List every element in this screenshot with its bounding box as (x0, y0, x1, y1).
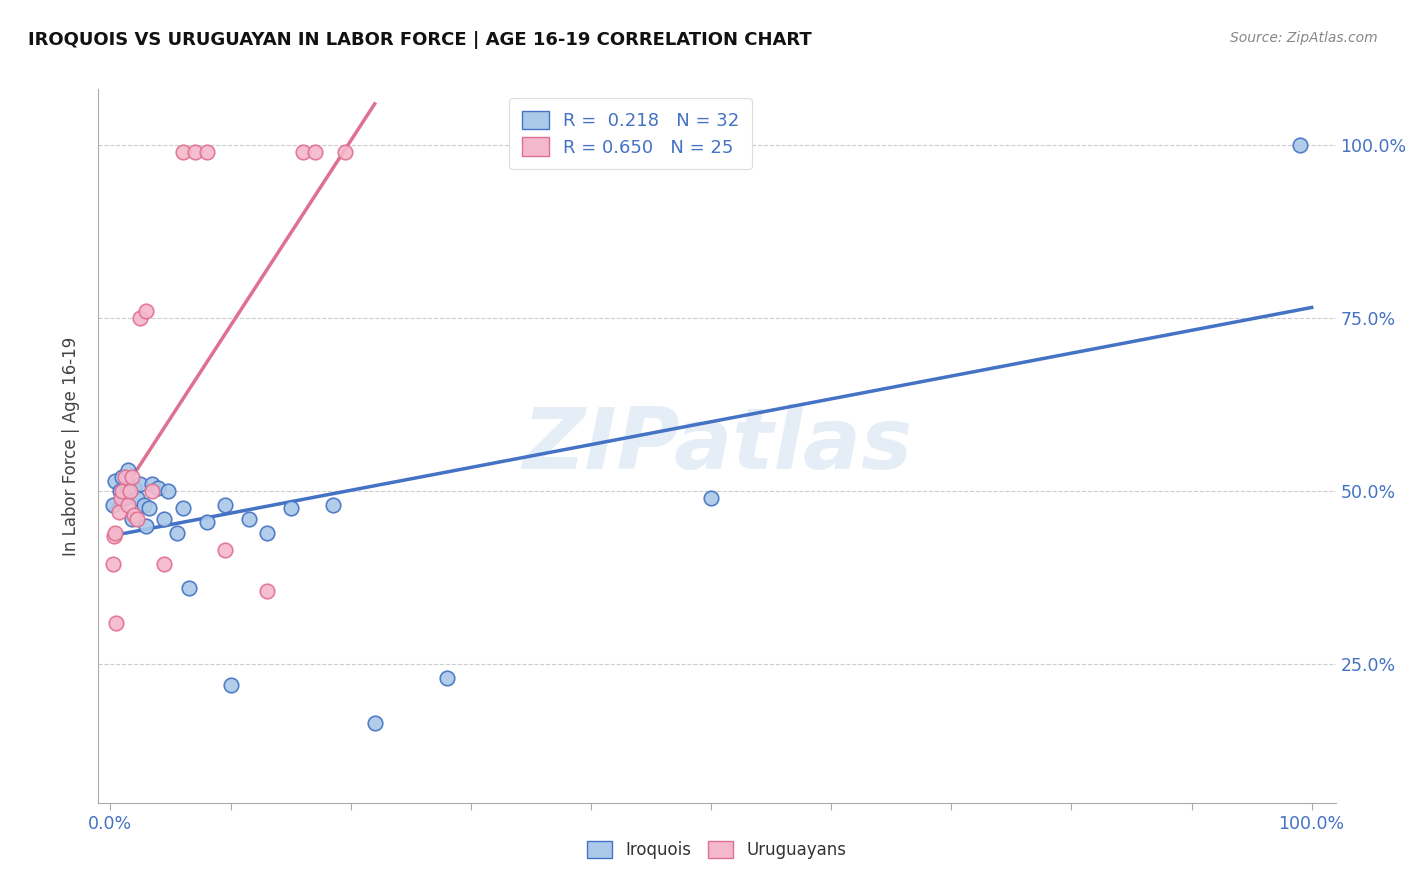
Point (117, 498, 139, 512)
Point (214, 543, 236, 558)
Point (214, 498, 236, 512)
Point (108, 505, 131, 519)
Point (124, 481, 146, 495)
Y-axis label: In Labor Force | Age 16-19: In Labor Force | Age 16-19 (62, 336, 80, 556)
Point (153, 512, 176, 526)
Point (177, 581, 200, 595)
Point (238, 512, 260, 526)
Legend: Iroquois, Uruguayans: Iroquois, Uruguayans (581, 834, 853, 866)
Point (195, 515, 218, 529)
Point (129, 310, 152, 325)
Point (121, 512, 143, 526)
Point (183, 145, 205, 159)
Point (104, 525, 127, 540)
Point (117, 463, 139, 477)
Point (195, 145, 218, 159)
Point (114, 491, 136, 505)
Point (104, 474, 127, 488)
Text: ZIPatlas: ZIPatlas (522, 404, 912, 488)
Point (103, 529, 125, 543)
Point (124, 508, 146, 523)
Point (105, 615, 128, 630)
Point (436, 671, 458, 685)
Point (114, 470, 136, 484)
Point (700, 491, 723, 505)
Point (117, 481, 139, 495)
Point (157, 483, 180, 498)
Point (219, 678, 242, 692)
Point (135, 518, 157, 533)
Point (172, 501, 194, 516)
Point (110, 491, 132, 505)
Point (153, 557, 176, 571)
Point (148, 481, 170, 495)
Point (304, 145, 326, 159)
Point (118, 483, 141, 498)
Point (121, 470, 143, 484)
Point (101, 498, 124, 512)
Point (141, 477, 163, 491)
Point (1288, 137, 1310, 152)
Point (125, 512, 148, 526)
Point (333, 145, 356, 159)
Point (111, 470, 134, 484)
Point (132, 498, 155, 512)
Point (101, 557, 124, 571)
Point (129, 477, 152, 491)
Point (364, 716, 387, 731)
Point (256, 525, 278, 540)
Point (172, 145, 194, 159)
Point (166, 525, 188, 540)
Point (138, 501, 160, 516)
Point (125, 491, 148, 505)
Point (141, 483, 163, 498)
Point (111, 483, 134, 498)
Text: Source: ZipAtlas.com: Source: ZipAtlas.com (1230, 31, 1378, 45)
Point (256, 584, 278, 599)
Point (135, 304, 157, 318)
Text: IROQUOIS VS URUGUAYAN IN LABOR FORCE | AGE 16-19 CORRELATION CHART: IROQUOIS VS URUGUAYAN IN LABOR FORCE | A… (28, 31, 811, 49)
Point (291, 145, 314, 159)
Point (108, 483, 131, 498)
Point (322, 498, 344, 512)
Point (280, 501, 302, 516)
